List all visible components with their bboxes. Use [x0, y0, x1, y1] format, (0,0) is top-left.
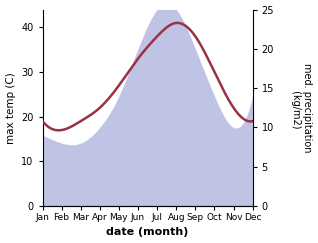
- X-axis label: date (month): date (month): [107, 227, 189, 237]
- Y-axis label: max temp (C): max temp (C): [5, 72, 16, 144]
- Y-axis label: med. precipitation
 (kg/m2): med. precipitation (kg/m2): [291, 63, 313, 153]
